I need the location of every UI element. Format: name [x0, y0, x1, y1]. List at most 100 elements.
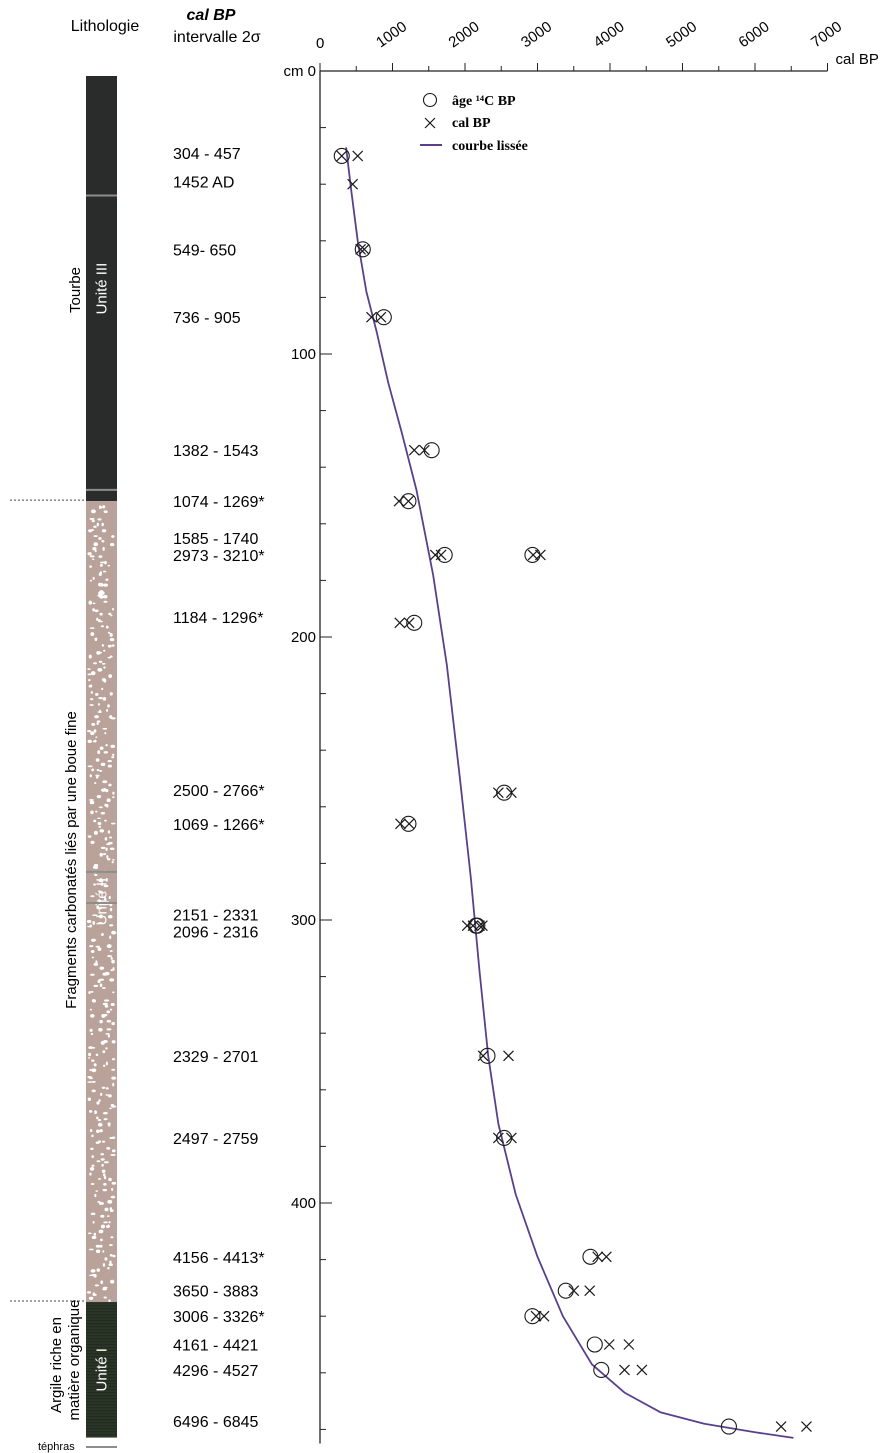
x-tick-label: 2000: [446, 18, 483, 51]
carbonate-fragment: [103, 751, 109, 754]
carbonate-fragment: [94, 715, 99, 719]
carbonate-fragment: [108, 841, 113, 845]
carbonate-fragment: [102, 780, 108, 784]
carbonate-fragment: [99, 612, 103, 616]
carbonate-fragment: [102, 853, 107, 856]
carbonate-fragment: [112, 859, 115, 861]
carbonate-fragment: [107, 656, 112, 659]
carbonate-fragment: [90, 840, 95, 844]
cal-bp-header: cal BP: [187, 7, 236, 24]
c14-age-point: [375, 309, 392, 326]
cal-bp-point: [403, 495, 414, 507]
carbonate-fragment: [111, 1058, 116, 1061]
carbonate-fragment: [99, 914, 103, 919]
cal-bp-point: [619, 1364, 630, 1376]
carbonate-fragment: [111, 1076, 117, 1080]
carbonate-fragment: [90, 671, 96, 676]
carbonate-fragment: [90, 973, 95, 976]
carbonate-fragment: [89, 1172, 92, 1176]
facies-label-argile-1: Argile riche en: [48, 1317, 65, 1413]
carbonate-fragment: [92, 921, 96, 925]
carbonate-fragment: [93, 830, 98, 835]
legend: âge ¹⁴C BP cal BP courbe lissée: [420, 92, 528, 154]
smoothed-curve: [345, 147, 794, 1439]
carbonate-fragment: [109, 715, 113, 719]
carbonate-fragment: [101, 987, 106, 989]
carbonate-fragment: [95, 1244, 101, 1248]
cal-bp-point: [358, 243, 370, 255]
x-tick-label: 1000: [373, 18, 410, 51]
carbonate-fragment: [97, 619, 101, 621]
legend-label-c14: âge ¹⁴C BP: [452, 94, 516, 109]
carbonate-fragment: [109, 836, 113, 839]
y-tick-label: 400: [291, 1195, 316, 1212]
carbonate-fragment: [91, 1235, 97, 1240]
carbonate-fragment: [107, 764, 112, 768]
carbonate-fragment: [90, 1269, 96, 1273]
carbonate-fragment: [108, 674, 113, 679]
carbonate-fragment: [87, 739, 92, 744]
carbonate-fragment: [105, 1033, 110, 1035]
date-label: 2500 - 2766*: [173, 783, 265, 800]
carbonate-fragment: [97, 518, 102, 521]
carbonate-fragment: [89, 800, 95, 805]
cal-bp-point: [636, 1364, 648, 1376]
carbonate-fragment: [96, 720, 101, 723]
carbonate-fragment: [98, 660, 103, 663]
carbonate-fragment: [101, 1014, 106, 1018]
x-tick-label: 3000: [518, 18, 555, 51]
date-label: 1452 AD: [173, 174, 234, 191]
carbonate-fragment: [88, 654, 92, 659]
cal-bp-point: [603, 1339, 615, 1350]
carbonate-fragment: [103, 1221, 108, 1224]
c14-age-point: [524, 1308, 541, 1325]
carbonate-fragment: [96, 1160, 101, 1163]
cal-bp-point: [393, 495, 405, 507]
carbonate-fragment: [90, 810, 94, 815]
carbonate-fragment: [87, 1081, 93, 1083]
carbonate-fragment: [98, 806, 103, 809]
carbonate-fragment: [96, 775, 99, 779]
carbonate-fragment: [103, 1296, 107, 1299]
unit-label: Unité III: [94, 263, 111, 315]
carbonate-fragment: [107, 760, 112, 763]
carbonate-fragment: [87, 925, 92, 928]
carbonate-fragment: [94, 739, 97, 743]
carbonate-fragment: [105, 1047, 108, 1050]
carbonate-fragment: [100, 591, 105, 595]
tephra-legend-label: téphras: [38, 1441, 75, 1453]
carbonate-fragment: [111, 1068, 116, 1071]
cal-bp-point: [355, 243, 367, 255]
carbonate-fragment: [101, 522, 104, 527]
carbonate-fragment: [103, 594, 108, 599]
carbonate-fragment: [106, 1019, 112, 1023]
carbonate-fragment: [89, 799, 94, 801]
carbonate-fragment: [110, 1103, 115, 1107]
carbonate-fragment: [89, 1274, 95, 1277]
carbonate-fragment: [107, 1034, 110, 1038]
carbonate-fragment: [109, 907, 113, 912]
carbonate-fragment: [87, 668, 91, 670]
carbonate-fragment: [89, 1109, 93, 1113]
carbonate-fragment: [103, 897, 107, 901]
carbonate-fragment: [104, 819, 107, 822]
unit-label: Unité I: [94, 1348, 111, 1391]
carbonate-fragment: [98, 1229, 104, 1234]
carbonate-fragment: [104, 560, 107, 565]
carbonate-fragment: [98, 921, 103, 924]
carbonate-fragment: [95, 960, 98, 964]
carbonate-fragment: [102, 505, 106, 509]
carbonate-fragment: [111, 753, 115, 756]
carbonate-fragment: [100, 1238, 103, 1242]
x-tick-label: 7000: [808, 18, 845, 51]
carbonate-fragment: [103, 1182, 107, 1186]
carbonate-fragment: [93, 1063, 97, 1067]
carbonate-fragment: [100, 788, 106, 792]
carbonate-fragment: [88, 1052, 92, 1057]
carbonate-fragment: [99, 1244, 103, 1248]
carbonate-fragment: [109, 692, 113, 696]
date-label: 736 - 905: [173, 310, 241, 327]
carbonate-fragment: [104, 1207, 109, 1212]
carbonate-fragment: [103, 1112, 108, 1115]
